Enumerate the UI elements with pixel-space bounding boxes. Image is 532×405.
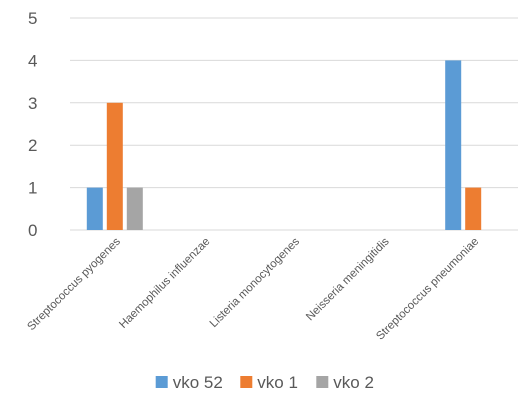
legend: vko 52 vko 1 vko 2 (155, 373, 374, 392)
legend-label: vko 2 (333, 373, 374, 392)
x-category-label: Haemophilus influenzae (117, 236, 212, 331)
y-axis-tick-labels: 0 1 2 3 4 5 (28, 9, 37, 240)
y-tick-label: 5 (28, 9, 37, 28)
legend-swatch (316, 376, 329, 388)
bar (126, 187, 143, 230)
gridlines (70, 17, 518, 189)
x-category-label: Neisseria meningitidis (304, 235, 392, 323)
y-tick-label: 4 (28, 51, 37, 70)
y-tick-label: 1 (28, 179, 37, 198)
bars (86, 60, 482, 231)
legend-swatch (155, 376, 168, 388)
y-tick-label: 2 (28, 136, 37, 155)
y-tick-label: 0 (28, 221, 37, 240)
x-category-label: Streptococcus pyogenes (25, 235, 123, 333)
bar (106, 102, 123, 230)
legend-label: vko 52 (173, 373, 223, 392)
x-category-label: Streptococcus pneumoniae (374, 236, 481, 343)
legend-swatch (240, 376, 253, 388)
y-tick-label: 3 (28, 94, 37, 113)
legend-label: vko 1 (257, 373, 298, 392)
x-category-label: Listeria monocytogenes (208, 235, 303, 330)
bar (445, 60, 462, 231)
bar (465, 187, 482, 230)
bar (86, 187, 103, 230)
